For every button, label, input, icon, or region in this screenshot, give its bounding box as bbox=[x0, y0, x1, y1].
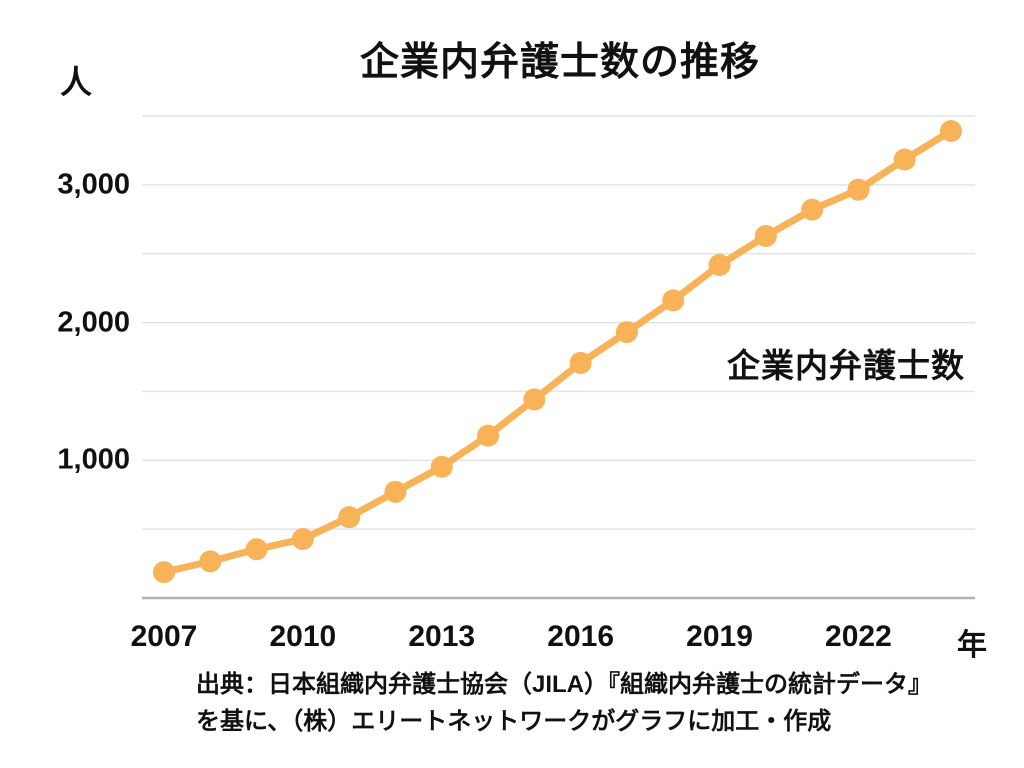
y-tick-label-1000: 1,000 bbox=[57, 443, 130, 476]
data-point-2021 bbox=[801, 198, 824, 221]
x-tick-label-2022: 2022 bbox=[825, 620, 892, 653]
data-point-2015 bbox=[523, 388, 546, 411]
data-point-2016 bbox=[569, 351, 592, 374]
data-point-2014 bbox=[477, 424, 500, 447]
data-point-2010 bbox=[291, 528, 314, 551]
y-tick-label-2000: 2,000 bbox=[57, 306, 130, 339]
y-tick-label-3000: 3,000 bbox=[57, 168, 130, 201]
x-tick-label-2019: 2019 bbox=[686, 620, 753, 653]
x-tick-label-2007: 2007 bbox=[130, 620, 198, 653]
source-line-1: 出典：日本組織内弁護士協会（JILA）『組織内弁護士の統計データ』 bbox=[196, 671, 933, 698]
data-point-2013 bbox=[430, 455, 453, 478]
data-point-2019 bbox=[708, 254, 731, 277]
data-point-2009 bbox=[245, 538, 268, 561]
source-line-2: を基に、（株）エリートネットワークがグラフに加工・作成 bbox=[196, 708, 832, 735]
data-point-2007 bbox=[153, 561, 175, 584]
y-axis-unit-label: 人 bbox=[60, 64, 93, 100]
chart-title: 企業内弁護士数の推移 bbox=[359, 41, 760, 84]
source-attribution: 出典：日本組織内弁護士協会（JILA）『組織内弁護士の統計データ』 を基に、（株… bbox=[196, 666, 932, 740]
series-legend-label: 企業内弁護士数 bbox=[727, 347, 965, 384]
data-point-2023 bbox=[893, 148, 916, 171]
data-point-2012 bbox=[384, 480, 407, 503]
data-point-2011 bbox=[338, 506, 361, 529]
data-point-2018 bbox=[662, 289, 685, 312]
x-tick-label-2016: 2016 bbox=[547, 620, 615, 653]
data-point-2020 bbox=[754, 224, 777, 247]
x-tick-label-2013: 2013 bbox=[408, 620, 476, 653]
data-point-2017 bbox=[615, 321, 638, 344]
data-point-2022 bbox=[847, 178, 870, 201]
data-point-2024 bbox=[940, 120, 962, 143]
data-point-2008 bbox=[199, 550, 222, 573]
x-axis-unit-label: 年 bbox=[957, 629, 987, 662]
x-tick-label-2010: 2010 bbox=[269, 620, 337, 653]
